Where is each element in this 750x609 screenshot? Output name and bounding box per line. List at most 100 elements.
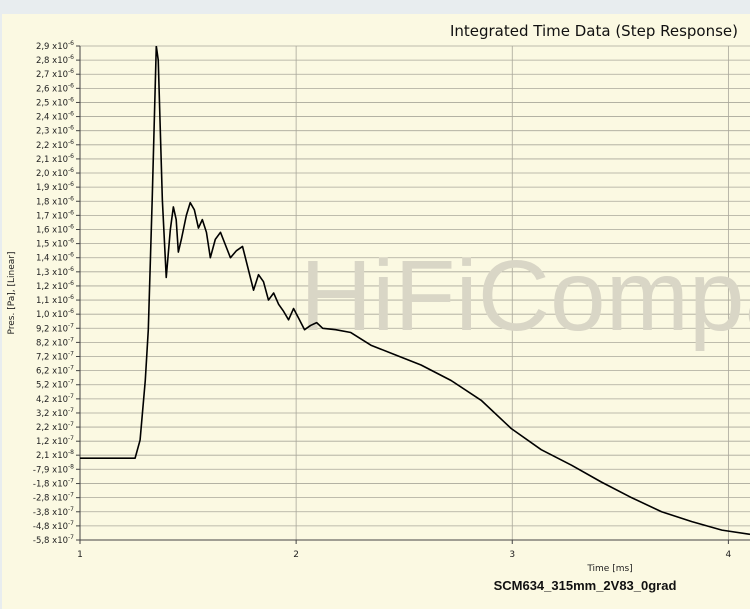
y-tick-label: 2,6 x10-6 <box>36 82 74 94</box>
y-tick-label-text: 2,3 x10 <box>36 127 68 137</box>
y-tick-label: -1,8 x10-7 <box>33 478 74 490</box>
y-tick-label-exponent: -6 <box>68 195 74 202</box>
y-tick-label: -2,8 x10-7 <box>33 492 74 504</box>
y-tick-label-text: 9,2 x10 <box>36 324 68 334</box>
y-tick-label-exponent: -6 <box>68 280 74 287</box>
y-tick-label-text: 2,2 x10 <box>36 141 68 151</box>
y-tick-label: 2,5 x10-6 <box>36 96 74 108</box>
y-tick-label: 2,7 x10-6 <box>36 68 74 80</box>
y-tick-label-exponent: -7 <box>68 478 74 485</box>
y-tick-label-exponent: -6 <box>68 54 74 61</box>
y-tick-label-exponent: -6 <box>68 153 74 160</box>
plot-area <box>80 46 750 540</box>
y-tick-label: 3,2 x10-7 <box>36 407 74 419</box>
y-tick-label-text: 2,7 x10 <box>36 70 68 80</box>
watermark: HiFiCompass <box>300 240 750 352</box>
y-tick-label-exponent: -6 <box>68 181 74 188</box>
y-tick-label-text: 1,2 x10 <box>36 437 68 447</box>
y-tick-label-text: 2,0 x10 <box>36 169 68 179</box>
y-tick-label-exponent: -6 <box>68 82 74 89</box>
y-axis-label: Pres. [Pa], [Linear] <box>7 252 17 335</box>
y-tick-label-exponent: -6 <box>68 96 74 103</box>
y-tick-label: 5,2 x10-7 <box>36 379 74 391</box>
y-tick-label-exponent: -7 <box>68 435 74 442</box>
y-tick-label: 1,6 x10-6 <box>36 223 74 235</box>
y-tick-label-text: 7,2 x10 <box>36 353 68 363</box>
y-tick-label-exponent: -7 <box>68 365 74 372</box>
y-tick-label-text: 1,5 x10 <box>36 240 68 250</box>
y-tick-label-text: 3,2 x10 <box>36 409 68 419</box>
y-tick-label-text: -4,8 x10 <box>33 522 68 532</box>
y-tick-label-exponent: -6 <box>68 40 74 47</box>
y-tick-label: 1,3 x10-6 <box>36 266 74 278</box>
y-tick-label-text: 2,2 x10 <box>36 423 68 433</box>
y-tick-label: 1,2 x10-7 <box>36 435 74 447</box>
y-tick-label-text: 6,2 x10 <box>36 367 68 377</box>
y-tick-label-exponent: -6 <box>68 68 74 75</box>
y-tick-label: 8,2 x10-7 <box>36 336 74 348</box>
y-tick-label: 1,5 x10-6 <box>36 238 74 250</box>
y-tick-label-exponent: -7 <box>68 534 74 541</box>
x-tick-label: 2 <box>293 550 299 560</box>
y-tick-label: 2,1 x10-8 <box>36 449 74 461</box>
y-tick-label-exponent: -7 <box>68 379 74 386</box>
y-tick-label-exponent: -6 <box>68 252 74 259</box>
grid <box>79 45 750 541</box>
x-tick-label: 1 <box>77 550 83 560</box>
y-tick-label-text: 1,7 x10 <box>36 211 68 221</box>
y-tick-label: 1,7 x10-6 <box>36 209 74 221</box>
y-tick-label-text: 8,2 x10 <box>36 338 68 348</box>
y-tick-label-exponent: -6 <box>68 294 74 301</box>
y-tick-label-text: -2,8 x10 <box>33 494 68 504</box>
y-tick-label-text: 2,9 x10 <box>36 42 68 52</box>
y-tick-label-text: 2,4 x10 <box>36 113 68 123</box>
y-tick-label-exponent: -6 <box>68 111 74 118</box>
y-tick-label-exponent: -8 <box>68 463 74 470</box>
y-tick-label-text: -3,8 x10 <box>33 508 68 518</box>
y-tick-label-text: 2,1 x10 <box>36 451 68 461</box>
y-tick-label: 2,8 x10-6 <box>36 54 74 66</box>
y-tick-label: 6,2 x10-7 <box>36 365 74 377</box>
y-tick-label-exponent: -7 <box>68 407 74 414</box>
y-tick-label: 1,2 x10-6 <box>36 280 74 292</box>
y-tick-label-text: 1,3 x10 <box>36 268 68 278</box>
y-tick-label: 1,8 x10-6 <box>36 195 74 207</box>
y-tick-label: 1,1 x10-6 <box>36 294 74 306</box>
y-tick-label: 2,9 x10-6 <box>36 40 74 52</box>
y-tick-label-text: 1,1 x10 <box>36 296 68 306</box>
y-tick-label-text: 1,9 x10 <box>36 183 68 193</box>
y-tick-label-exponent: -6 <box>68 223 74 230</box>
y-tick-label-exponent: -7 <box>68 336 74 343</box>
y-tick-label: -7,9 x10-8 <box>33 463 74 475</box>
y-tick-label-exponent: -6 <box>68 167 74 174</box>
y-tick-label-text: 2,8 x10 <box>36 56 68 66</box>
y-tick-label-text: 1,6 x10 <box>36 225 68 235</box>
y-tick-label-exponent: -7 <box>68 520 74 527</box>
y-tick-label-text: -5,8 x10 <box>33 536 68 546</box>
y-tick-label: 2,2 x10-7 <box>36 421 74 433</box>
y-tick-label-exponent: -7 <box>68 322 74 329</box>
y-tick-label: 1,4 x10-6 <box>36 252 74 264</box>
y-tick-label-exponent: -6 <box>68 308 74 315</box>
y-tick-label-text: 1,0 x10 <box>36 310 68 320</box>
y-tick-label-text: 2,5 x10 <box>36 98 68 108</box>
y-tick-label-text: 2,1 x10 <box>36 155 68 165</box>
x-axis-label: Time [ms] <box>586 564 632 574</box>
y-tick-label-exponent: -7 <box>68 421 74 428</box>
y-tick-label-text: 4,2 x10 <box>36 395 68 405</box>
y-tick-label-exponent: -8 <box>68 449 74 456</box>
y-tick-label: 1,0 x10-6 <box>36 308 74 320</box>
y-tick-label-text: 1,4 x10 <box>36 254 68 264</box>
y-tick-label: 7,2 x10-7 <box>36 351 74 363</box>
y-tick-label: 2,2 x10-6 <box>36 139 74 151</box>
y-tick-label-text: 2,6 x10 <box>36 84 68 94</box>
y-tick-label-exponent: -6 <box>68 139 74 146</box>
y-tick-label: 2,0 x10-6 <box>36 167 74 179</box>
y-tick-label-text: 5,2 x10 <box>36 381 68 391</box>
y-tick-label: -4,8 x10-7 <box>33 520 74 532</box>
y-tick-label-text: 1,2 x10 <box>36 282 68 292</box>
y-tick-label: 2,4 x10-6 <box>36 111 74 123</box>
y-tick-label-exponent: -6 <box>68 209 74 216</box>
y-tick-label: 2,1 x10-6 <box>36 153 74 165</box>
